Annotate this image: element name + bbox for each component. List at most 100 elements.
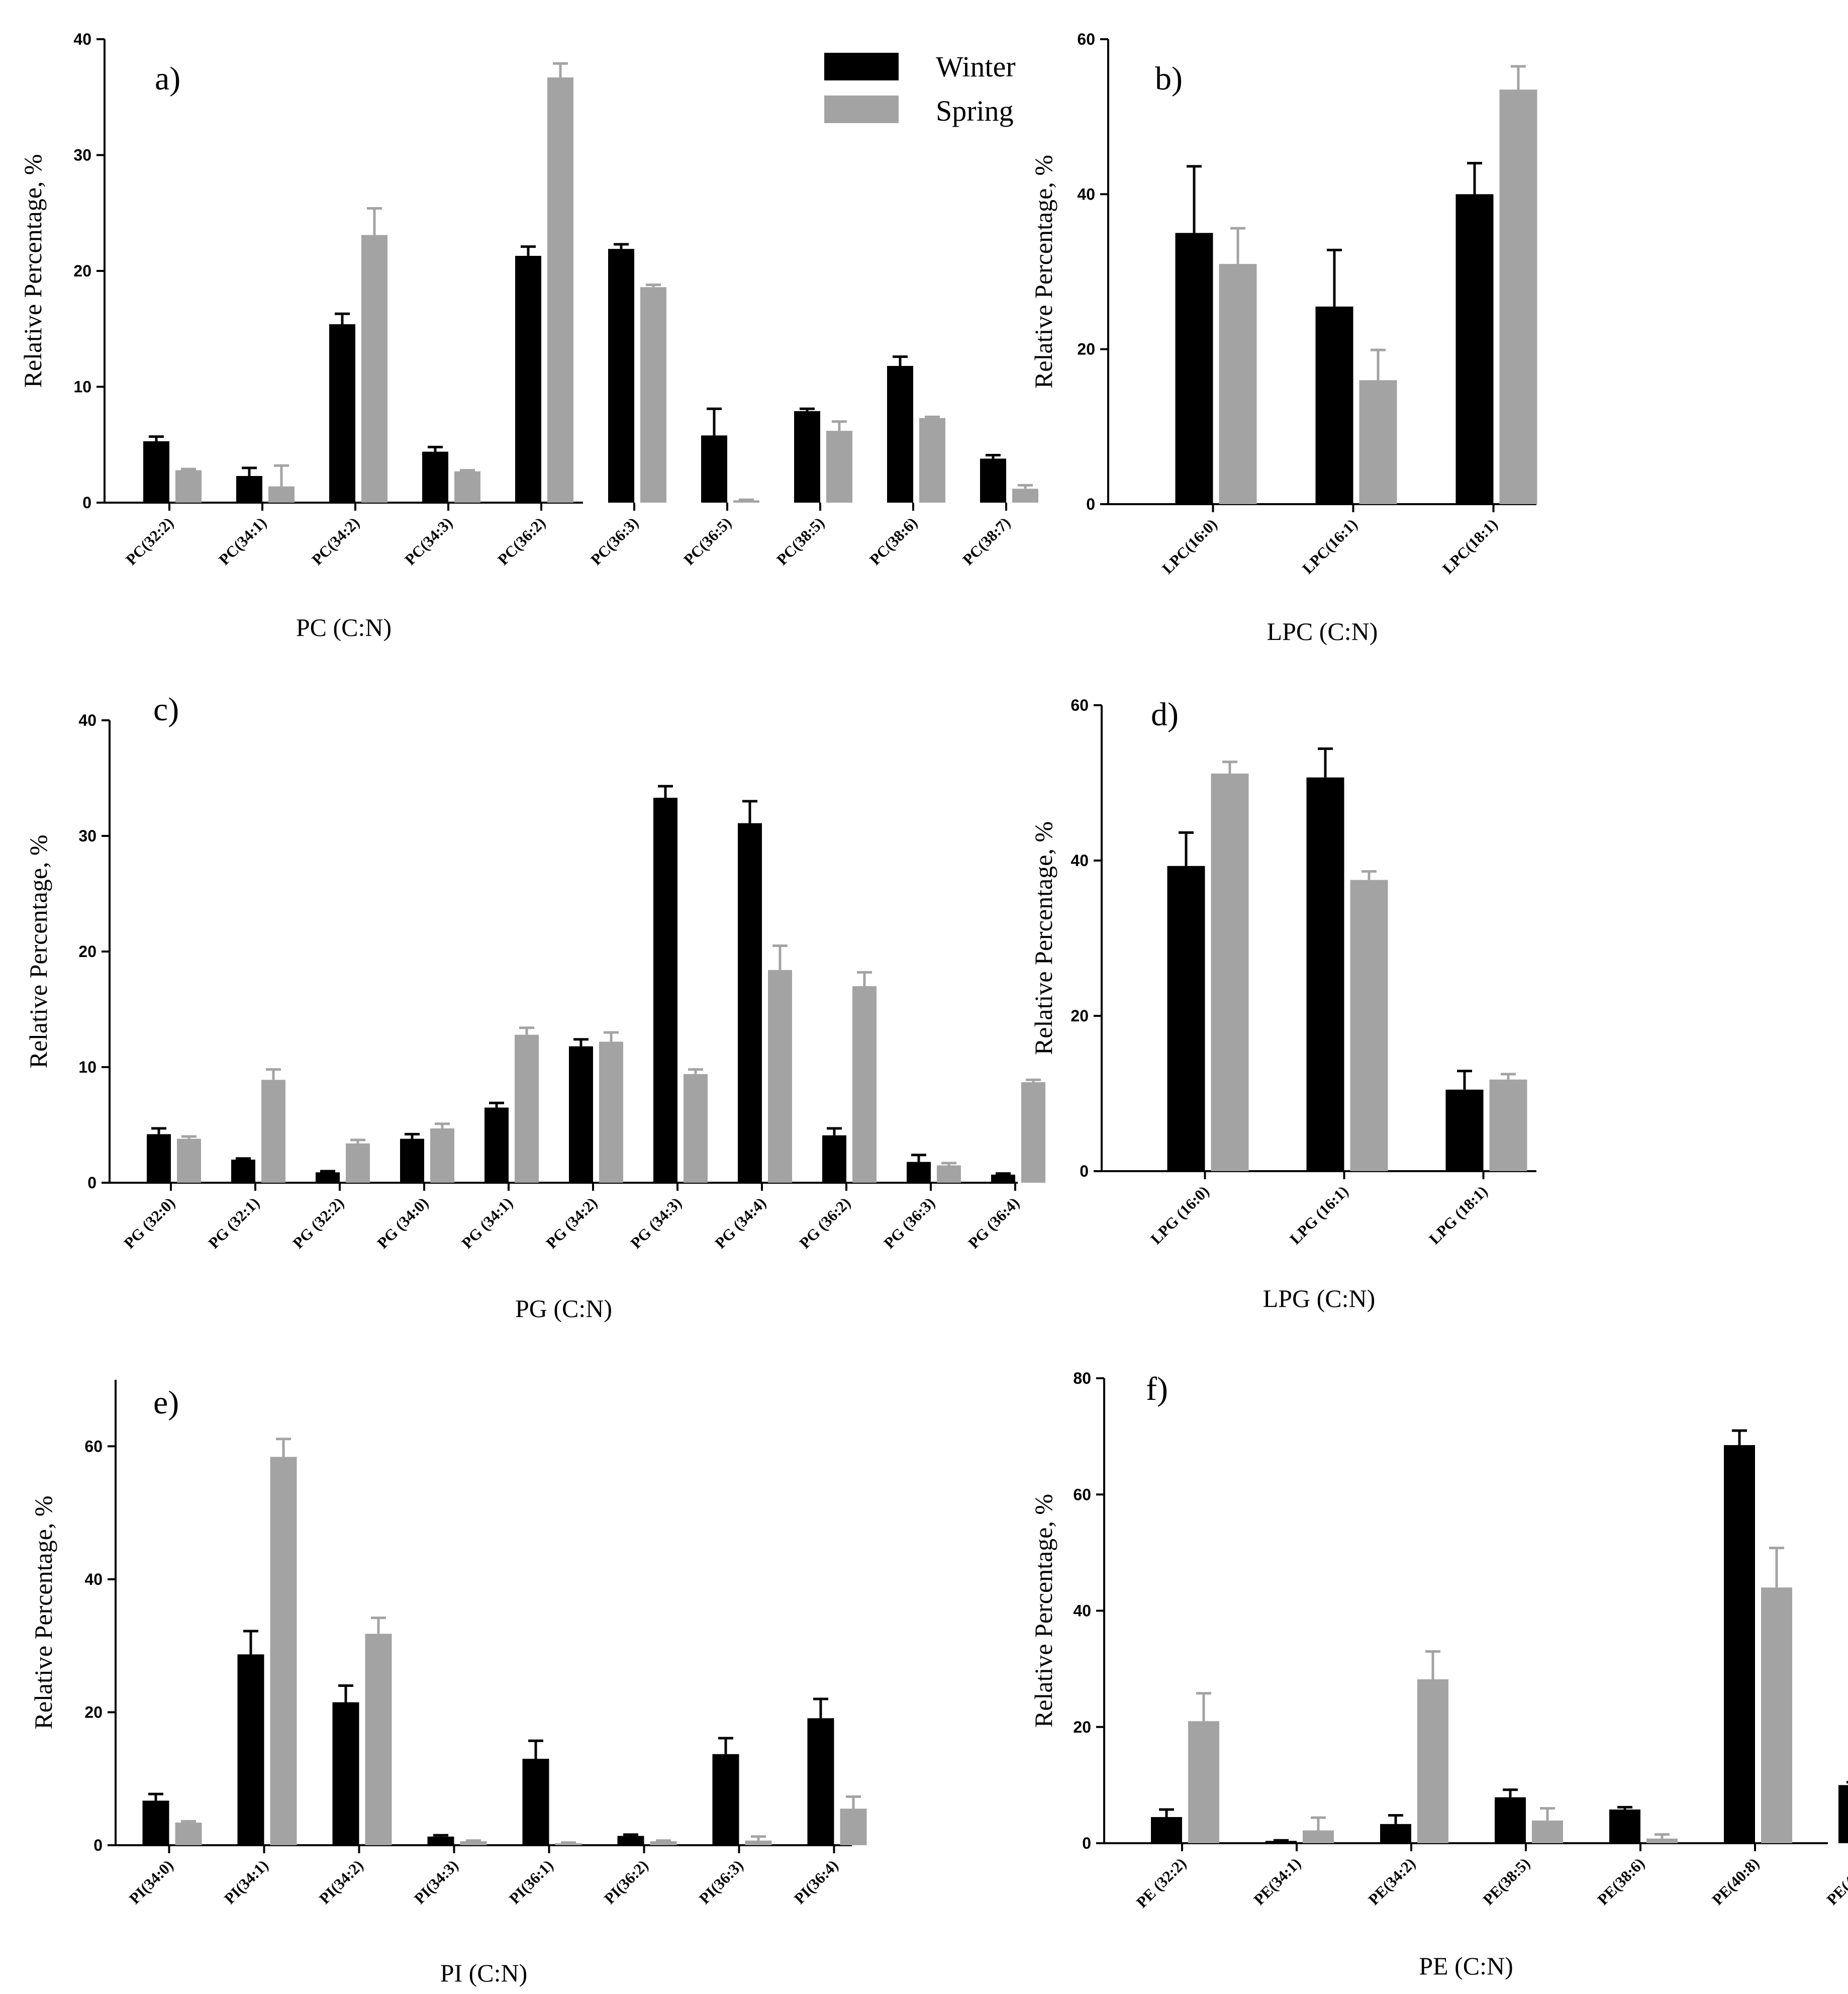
y-tick-label: 20	[1071, 1007, 1089, 1025]
y-tick-label: 0	[1080, 1162, 1089, 1180]
x-tick-label: PC(34:3)	[401, 514, 456, 568]
x-tick-label: PE(34:1)	[1250, 1854, 1304, 1909]
x-tick-label: PG (34:2)	[542, 1194, 600, 1252]
panel-label: e)	[153, 1384, 179, 1421]
x-tick-label: PI(36:3)	[696, 1856, 746, 1907]
bar-spring	[454, 471, 480, 503]
x-axis-title: LPG (C:N)	[1263, 1284, 1376, 1312]
bar-spring	[1761, 1587, 1792, 1843]
x-tick-label: PI(34:2)	[316, 1856, 366, 1907]
x-tick-label: PG (32:1)	[205, 1194, 262, 1252]
y-tick-label: 80	[1073, 1369, 1091, 1387]
bar-spring	[1646, 1838, 1678, 1843]
bar-spring	[346, 1143, 370, 1183]
bar-winter	[1306, 777, 1344, 1171]
x-tick-label: PI(34:0)	[126, 1856, 176, 1907]
legend: Winter Spring	[824, 50, 1016, 127]
x-tick-label: PC(38:5)	[773, 514, 828, 568]
bar-winter	[1380, 1824, 1411, 1843]
legend-swatch-spring	[824, 96, 899, 123]
bar-winter	[231, 1160, 255, 1183]
bar-winter	[887, 366, 913, 503]
bar-spring	[1219, 264, 1257, 504]
bar-winter	[427, 1836, 454, 1845]
bar-winter	[738, 823, 762, 1183]
x-tick-label: PI(36:1)	[506, 1856, 556, 1907]
y-tick-label: 60	[1077, 30, 1095, 48]
chart-panel-e: 0 20 40 60 PI(34:0) PI(34:1) PI(34:2) PI(34:3) P…	[29, 1380, 867, 1987]
bar-spring	[1211, 773, 1249, 1171]
bar-spring	[1012, 489, 1038, 503]
bar-spring	[1489, 1079, 1527, 1171]
bar-winter	[1724, 1445, 1755, 1843]
bar-winter	[1838, 1785, 1848, 1843]
chart-panel-a: 0 10 20 30 40 PC(32:2) PC(34:1) PC(34:2) PC(34:3…	[19, 30, 1038, 641]
y-tick-label: 0	[87, 1174, 96, 1192]
bar-spring	[852, 986, 877, 1183]
bar-spring	[1188, 1721, 1219, 1843]
y-axis-title: Relative Percentage, %	[24, 834, 52, 1068]
bar-spring	[599, 1041, 623, 1183]
y-tick-label: 20	[73, 262, 91, 280]
x-tick-label: PG (34:1)	[458, 1194, 516, 1252]
y-tick-label: 0	[82, 494, 91, 512]
bar-winter	[701, 435, 727, 503]
panel-label: d)	[1151, 696, 1179, 733]
bar-spring	[1021, 1082, 1045, 1183]
x-tick-label: PG (36:3)	[880, 1194, 938, 1252]
chart-panel-c: 0 10 20 30 40 PG (32:0) PG (32:1) PG (32:2) PG (…	[24, 691, 1045, 1322]
x-tick-label: PC(32:2)	[122, 514, 177, 568]
x-tick-label: PE(40:8)	[1708, 1854, 1763, 1909]
bar-spring	[460, 1841, 487, 1845]
bar-winter	[617, 1836, 644, 1845]
bar-winter	[422, 451, 448, 503]
y-tick-label: 40	[73, 30, 91, 48]
bar-winter	[515, 256, 541, 503]
y-tick-label: 10	[78, 1058, 96, 1076]
x-tick-label: PC(36:5)	[680, 514, 735, 568]
legend-label-winter: Winter	[936, 50, 1016, 83]
y-tick-label: 40	[1073, 1602, 1091, 1620]
panel-label: f)	[1146, 1371, 1168, 1407]
x-tick-label: PC(34:1)	[215, 514, 270, 568]
bar-winter	[1167, 866, 1205, 1171]
y-axis-title: Relative Percentage, %	[1029, 1494, 1057, 1728]
chart-panel-b: 0 20 40 60 LPC(16:0) LPC(16:1) LPC(18:1) b) Rela…	[1029, 30, 1537, 645]
y-tick-label: 0	[1086, 495, 1095, 513]
bar-spring	[1417, 1679, 1448, 1843]
bar-spring	[175, 470, 202, 503]
bar-spring	[768, 970, 792, 1183]
bar-winter	[316, 1172, 340, 1183]
x-axis-title: PG (C:N)	[515, 1294, 612, 1322]
bar-spring	[547, 77, 573, 503]
bar-spring	[430, 1128, 454, 1183]
y-axis-title: Relative Percentage, %	[29, 1495, 57, 1729]
x-tick-label: PI(36:4)	[791, 1856, 841, 1907]
bar-spring	[1303, 1830, 1334, 1843]
x-tick-label: PE(40:9)	[1823, 1854, 1848, 1909]
bar-winter	[712, 1754, 739, 1845]
x-tick-label: PC(36:2)	[494, 514, 549, 568]
x-tick-label: PE(38:5)	[1479, 1854, 1533, 1909]
x-axis-title: LPC (C:N)	[1267, 617, 1378, 645]
panel-label: b)	[1155, 60, 1183, 97]
bar-winter	[569, 1046, 593, 1183]
bar-winter	[147, 1134, 171, 1183]
bar-winter	[653, 798, 677, 1183]
bar-winter	[1175, 233, 1213, 505]
bar-spring	[733, 500, 759, 503]
bar-spring	[919, 418, 945, 503]
x-tick-label: PC(38:7)	[959, 514, 1014, 568]
bar-spring	[1359, 380, 1397, 504]
bar-winter	[400, 1138, 424, 1183]
bar-winter	[980, 458, 1006, 503]
y-tick-label: 30	[73, 146, 91, 164]
y-tick-label: 40	[84, 1570, 103, 1588]
bar-spring	[826, 431, 852, 503]
bar-spring	[365, 1634, 392, 1845]
bar-spring	[177, 1138, 201, 1183]
bar-winter	[142, 1800, 169, 1845]
bar-winter	[143, 441, 169, 503]
bar-winter	[794, 411, 820, 503]
bar-winter	[236, 476, 262, 503]
